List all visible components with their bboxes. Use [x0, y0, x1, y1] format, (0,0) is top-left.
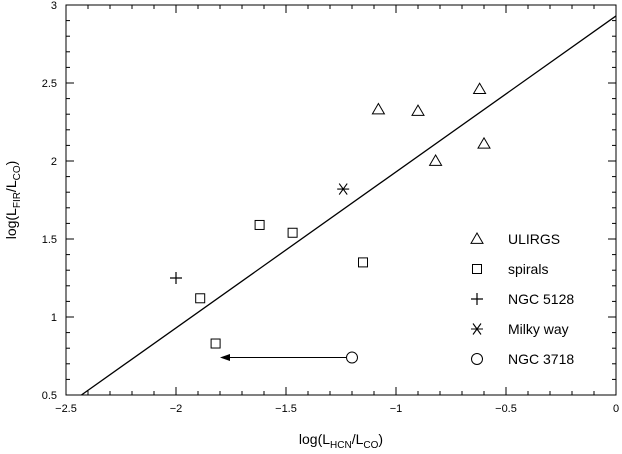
x-tick-label: −2: [170, 403, 183, 415]
point-spirals: [254, 219, 265, 230]
x-tick-label: −1: [390, 403, 403, 415]
legend-marker-ngc-3718: [471, 353, 483, 365]
point-ulirgs: [411, 104, 425, 116]
legend-marker-spirals: [472, 264, 482, 274]
point-ulirgs: [477, 136, 491, 149]
point-spirals: [195, 293, 206, 304]
fit-line: [81, 15, 617, 396]
fit-line-group: [81, 15, 617, 396]
tick-labels: −2.5 −2 −1.5 −1 −0.5 0 0.5 1 1.5 2 2.5 3: [42, 0, 619, 415]
legend-label-ulirgs: ULIRGS: [508, 231, 560, 247]
legend-label-ngc-5128: NGC 5128: [508, 291, 574, 307]
point-milky-way: [337, 183, 350, 195]
point-spirals: [210, 338, 221, 349]
point-ngc-5128: [170, 272, 182, 284]
y-tick-label: 1.5: [42, 234, 57, 246]
upper-limit-arrow-head: [220, 354, 230, 362]
y-tick-label: 0.5: [42, 390, 57, 402]
point-ngc-3718: [346, 351, 358, 364]
x-tick-label: −2.5: [55, 403, 77, 415]
legend-marker-ulirgs: [470, 232, 484, 244]
x-tick-label: 0: [613, 403, 619, 415]
y-axis-label: log(LFIR/LCO): [3, 161, 23, 240]
point-ulirgs: [428, 154, 443, 166]
axis-ticks: [65, 4, 617, 396]
y-tick-label: 2.5: [42, 78, 57, 90]
data-points: [170, 82, 491, 364]
point-ulirgs: [371, 102, 386, 115]
legend-label-ngc-3718: NGC 3718: [508, 351, 574, 367]
point-ulirgs: [472, 82, 487, 95]
point-spirals: [358, 257, 368, 268]
legend: ULIRGS spirals NGC 5128 Milky way NGC 3718: [470, 231, 574, 367]
x-tick-label: −0.5: [495, 403, 517, 415]
x-axis-label: log(LHCN/LCO): [299, 431, 383, 451]
legend-label-spirals: spirals: [508, 261, 548, 277]
legend-marker-milky-way: [471, 323, 483, 335]
y-tick-label: 3: [51, 0, 57, 12]
y-tick-label: 2: [51, 156, 57, 168]
point-spirals: [287, 227, 298, 238]
plot-frame: [65, 4, 617, 396]
legend-marker-ngc-5128: [471, 293, 483, 305]
x-tick-label: −1.5: [275, 403, 297, 415]
legend-label-milky-way: Milky way: [508, 321, 569, 337]
y-tick-label: 1: [51, 312, 57, 324]
